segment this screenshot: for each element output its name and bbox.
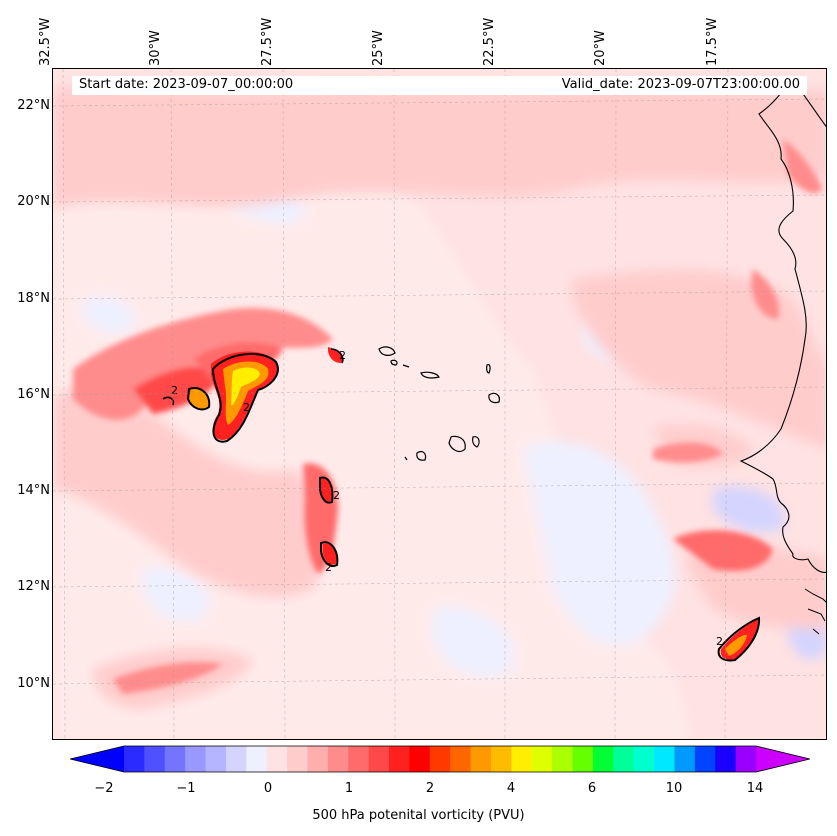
african-coastline bbox=[739, 78, 826, 573]
colorbar-max-arrow bbox=[756, 746, 810, 772]
colorbar-cell bbox=[368, 746, 390, 772]
contour-label: 2 bbox=[333, 489, 340, 502]
colorbar-cell bbox=[389, 746, 410, 772]
lon-label-32-5w: 32.5°W bbox=[38, 10, 69, 66]
colorbar-tick-label: 6 bbox=[587, 781, 597, 796]
colorbar-cell bbox=[205, 746, 227, 772]
colorbar-cell bbox=[409, 746, 431, 772]
colorbar-cell bbox=[613, 746, 635, 772]
pv-field-map: 2 2 2 2 2 2 bbox=[53, 69, 826, 739]
colorbar-cell bbox=[715, 746, 737, 772]
colorbar-cell bbox=[225, 746, 247, 772]
lat-label-22n: 22°N bbox=[17, 98, 50, 113]
map-panel: 2 2 2 2 2 2 bbox=[52, 68, 827, 740]
lon-label-27-5w: 27.5°W bbox=[260, 10, 291, 66]
colorbar-cell bbox=[694, 746, 716, 772]
lon-label-text: 25°W bbox=[371, 30, 386, 66]
cape-verde-islands bbox=[378, 346, 500, 461]
contour-label: 2 bbox=[171, 384, 178, 397]
lat-label-18n: 18°N bbox=[17, 291, 50, 306]
colorbar-tick-label: −1 bbox=[176, 781, 196, 796]
colorbar-tick-label: 14 bbox=[746, 781, 764, 796]
colorbar-cell bbox=[592, 746, 614, 772]
colorbar-cell bbox=[266, 746, 288, 772]
start-date-label: Start date: 2023-09-07_00:00:00 bbox=[79, 77, 294, 92]
contour-label: 2 bbox=[339, 349, 346, 362]
colorbar-cell bbox=[124, 746, 145, 772]
pv-cores bbox=[189, 347, 759, 660]
lon-label-20w: 20°W bbox=[593, 10, 624, 66]
colorbar-tick-label: −2 bbox=[94, 781, 114, 796]
colorbar-cell bbox=[287, 746, 308, 772]
colorbar-cell bbox=[307, 746, 329, 772]
colorbar-cells bbox=[124, 746, 757, 772]
colorbar-cell bbox=[572, 746, 594, 772]
lon-label-17-5w: 17.5°W bbox=[705, 10, 736, 66]
lat-label-14n: 14°N bbox=[17, 483, 50, 498]
colorbar-cell bbox=[246, 746, 268, 772]
lat-label-10n: 10°N bbox=[17, 676, 50, 691]
contour-label: 2 bbox=[716, 635, 723, 648]
lon-label-text: 32.5°W bbox=[38, 17, 53, 66]
colorbar-cell bbox=[654, 746, 675, 772]
lon-label-text: 22.5°W bbox=[482, 17, 497, 66]
colorbar-outline bbox=[70, 745, 810, 773]
colorbar-cell bbox=[470, 746, 492, 772]
pv-2-contours bbox=[162, 348, 761, 662]
header-band bbox=[72, 76, 807, 95]
contour-label: 2 bbox=[243, 401, 250, 414]
colorbar-tick-label: 10 bbox=[665, 781, 683, 796]
lon-label-text: 27.5°W bbox=[260, 17, 275, 66]
colorbar-tick-label: 1 bbox=[344, 781, 354, 796]
colorbar-cell bbox=[185, 746, 207, 772]
lat-label-16n: 16°N bbox=[17, 387, 50, 402]
colorbar-tick-label: 4 bbox=[506, 781, 516, 796]
colorbar-cell bbox=[674, 746, 696, 772]
colorbar-cell bbox=[429, 746, 451, 772]
colorbar-cell bbox=[531, 746, 553, 772]
lat-label-20n: 20°N bbox=[17, 194, 50, 209]
colorbar-tick-label: 2 bbox=[425, 781, 435, 796]
lon-label-text: 17.5°W bbox=[705, 17, 720, 66]
lon-label-25w: 25°W bbox=[371, 10, 402, 66]
colorbar-cell bbox=[511, 746, 533, 772]
colorbar-cell bbox=[327, 746, 349, 772]
valid-date-label: Valid_date: 2023-09-07T23:00:00.00 bbox=[561, 77, 800, 92]
colorbar-cell bbox=[552, 746, 574, 772]
lat-label-12n: 12°N bbox=[17, 579, 50, 594]
colorbar-cell bbox=[490, 746, 512, 772]
colorbar-cell bbox=[164, 746, 186, 772]
contour-label: 2 bbox=[325, 561, 332, 574]
colorbar-title: 500 hPa potenital vorticity (PVU) bbox=[312, 808, 525, 823]
colorbar-tick-label: 0 bbox=[263, 781, 273, 796]
colorbar-cell bbox=[735, 746, 757, 772]
contour-labels: 2 2 2 2 2 2 bbox=[171, 349, 723, 648]
colorbar bbox=[70, 745, 810, 773]
lon-label-text: 20°W bbox=[593, 30, 608, 66]
colorbar-cell bbox=[144, 746, 166, 772]
lon-label-22-5w: 22.5°W bbox=[482, 10, 513, 66]
graticule bbox=[53, 69, 826, 739]
colorbar-cell bbox=[450, 746, 472, 772]
colorbar-cell bbox=[633, 746, 655, 772]
lon-label-30w: 30°W bbox=[148, 10, 179, 66]
colorbar-cell bbox=[348, 746, 370, 772]
colorbar-min-arrow bbox=[70, 746, 124, 772]
coastline-islands bbox=[804, 588, 826, 635]
lon-label-text: 30°W bbox=[148, 30, 163, 66]
